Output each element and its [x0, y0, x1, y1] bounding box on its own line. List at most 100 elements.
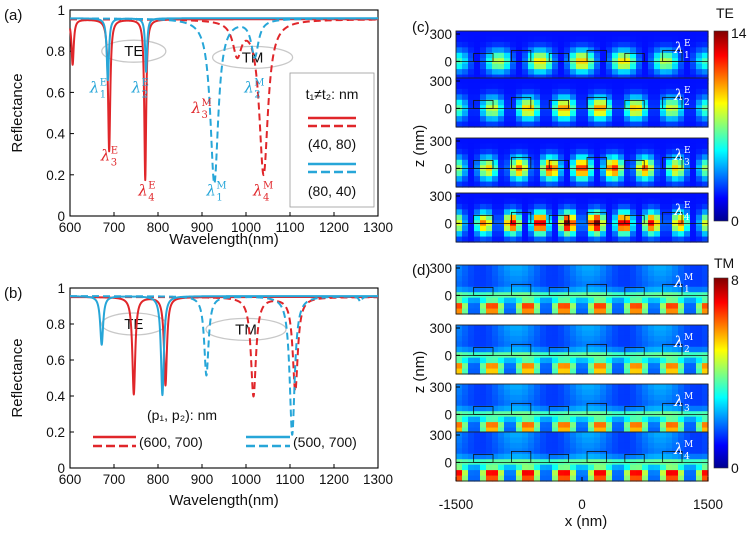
field-cell: [636, 99, 643, 106]
field-cell: [624, 209, 631, 216]
field-cell: [612, 432, 619, 439]
field-cell: [570, 297, 577, 304]
field-cell: [654, 416, 661, 423]
field-cell: [690, 325, 697, 332]
field-cell: [534, 325, 541, 332]
field-cell: [672, 325, 679, 332]
colorbar-min-d: 0: [731, 460, 739, 476]
field-cell: [690, 41, 697, 48]
field-cell: [666, 270, 673, 277]
field-cell: [540, 270, 547, 277]
field-cell: [660, 181, 667, 188]
grating-bar: [473, 286, 494, 296]
field-cell: [552, 422, 559, 429]
field-cell: [570, 181, 577, 188]
field-cell: [624, 427, 631, 434]
field-cell: [540, 475, 547, 482]
field-cell: [684, 265, 691, 272]
field-cell: [456, 52, 463, 59]
field-cell: [588, 346, 595, 353]
field-cell: [480, 52, 487, 59]
field-cell: [642, 225, 649, 232]
field-cell: [636, 270, 643, 277]
field-cell: [582, 83, 589, 90]
field-cell: [642, 427, 649, 434]
field-cell: [672, 389, 679, 396]
field-cell: [660, 275, 667, 282]
field-cell: [612, 159, 619, 166]
z-tick-300: 300: [429, 27, 452, 42]
field-cell: [696, 416, 703, 423]
field-cell: [648, 384, 655, 391]
field-cell: [606, 116, 613, 123]
field-cell: [570, 214, 577, 221]
field-cell: [690, 193, 697, 200]
field-cell: [456, 363, 463, 370]
field-cell: [510, 475, 517, 482]
field-cell: [684, 416, 691, 423]
field-cell: [570, 470, 577, 477]
field-cell: [624, 88, 631, 95]
field-cell: [660, 308, 667, 315]
field-cell: [654, 176, 661, 183]
field-cell: [684, 36, 691, 43]
field-cell: [498, 31, 505, 38]
field-cell: [702, 325, 709, 332]
field-cell: [654, 231, 661, 238]
field-cell: [702, 357, 709, 364]
field-cell: [678, 427, 685, 434]
map-wavelength-sub: 1: [684, 285, 690, 295]
field-cell: [648, 265, 655, 272]
field-cell: [618, 231, 625, 238]
field-cell: [636, 384, 643, 391]
field-cell: [486, 275, 493, 282]
field-cell: [582, 154, 589, 161]
field-cell: [474, 138, 481, 145]
field-cell: [528, 198, 535, 205]
field-cell: [492, 170, 499, 177]
field-cell: [672, 275, 679, 282]
field-cell: [642, 170, 649, 177]
field-cell: [630, 198, 637, 205]
field-cell: [684, 325, 691, 332]
field-cell: [588, 384, 595, 391]
field-cell: [618, 36, 625, 43]
field-cell: [510, 308, 517, 315]
resonance-label-sub-a-7: 4: [263, 192, 269, 203]
field-cell: [672, 270, 679, 277]
field-cell: [666, 159, 673, 166]
field-cell: [582, 198, 589, 205]
field-cell: [642, 308, 649, 315]
field-cell: [540, 281, 547, 288]
field-cell: [552, 400, 559, 407]
field-cell: [468, 464, 475, 471]
field-cell: [498, 286, 505, 293]
field-cell: [522, 88, 529, 95]
field-cell: [522, 308, 529, 315]
field-cell: [558, 63, 565, 70]
field-cell: [630, 357, 637, 364]
field-cell: [672, 330, 679, 337]
field-cell: [582, 470, 589, 477]
field-cell: [528, 357, 535, 364]
field-cell: [636, 437, 643, 444]
field-cell: [474, 432, 481, 439]
field-cell: [492, 176, 499, 183]
field-cell: [618, 416, 625, 423]
field-cell: [540, 110, 547, 117]
field-cell: [600, 475, 607, 482]
field-cell: [612, 138, 619, 145]
field-cell: [660, 303, 667, 310]
field-cell: [600, 464, 607, 471]
field-cell: [576, 198, 583, 205]
field-cell: [534, 422, 541, 429]
field-cell: [618, 394, 625, 401]
z-tick-300: 300: [429, 380, 452, 395]
field-cell: [624, 453, 631, 460]
field-cell: [456, 63, 463, 70]
field-cell: [582, 116, 589, 123]
field-cell: [576, 209, 583, 216]
field-cell: [696, 303, 703, 310]
field-cell: [486, 464, 493, 471]
field-cell: [564, 143, 571, 150]
